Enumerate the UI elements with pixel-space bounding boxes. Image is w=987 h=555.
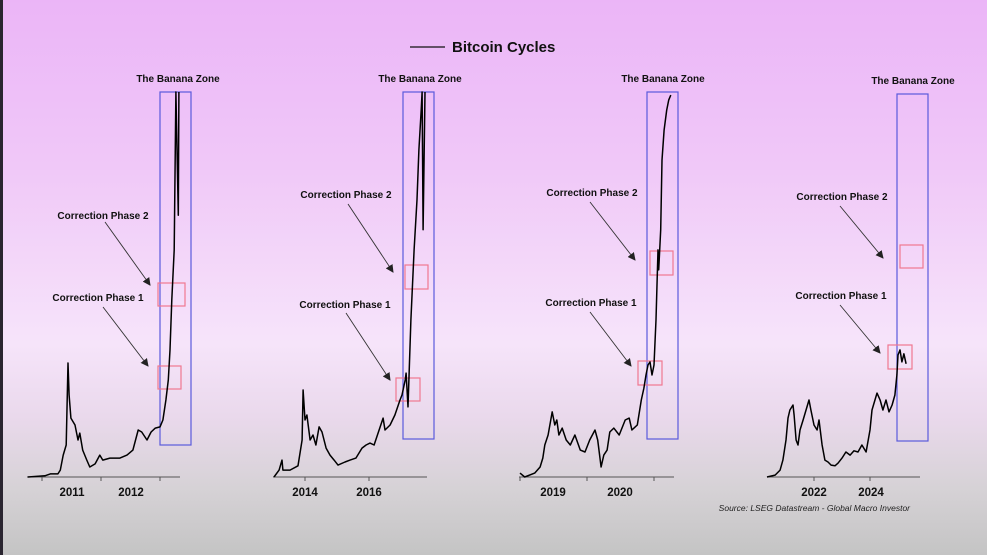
banana-zone-box — [402, 91, 435, 440]
correction-phase-1-label: Correction Phase 1 — [299, 300, 391, 311]
correction-phase-2-label: Correction Phase 2 — [546, 188, 638, 199]
bitcoin-price-line — [273, 91, 426, 478]
correction-phase-2-box — [899, 244, 924, 269]
bitcoin-price-line — [519, 94, 672, 478]
banana-zone-label: The Banana Zone — [378, 74, 462, 85]
x-tick-label: 2014 — [292, 487, 318, 499]
correction-phase-1-label: Correction Phase 1 — [795, 291, 887, 302]
correction-phase-1-box — [887, 344, 913, 370]
correction-phase-1-arrow — [345, 312, 391, 381]
source-note: Source: LSEG Datastream - Global Macro I… — [719, 503, 911, 513]
left-edge — [0, 0, 3, 555]
x-tick-label: 2019 — [540, 487, 566, 499]
x-tick-label: 2016 — [356, 487, 382, 499]
correction-phase-2-arrow — [347, 203, 394, 273]
correction-phase-1-arrow — [589, 311, 632, 367]
x-tick-label: 2012 — [118, 487, 144, 499]
correction-phase-2-box — [649, 250, 674, 276]
correction-phase-1-label: Correction Phase 1 — [52, 293, 144, 304]
banana-zone-label: The Banana Zone — [136, 74, 220, 85]
legend-label: Bitcoin Cycles — [452, 39, 555, 56]
correction-phase-2-label: Correction Phase 2 — [300, 190, 392, 201]
x-tick-label: 2020 — [607, 487, 633, 499]
correction-phase-2-label: Correction Phase 2 — [796, 192, 888, 203]
correction-phase-2-arrow — [104, 221, 151, 286]
banana-zone-box — [896, 93, 929, 442]
correction-phase-1-arrow — [839, 304, 881, 354]
banana-zone-label: The Banana Zone — [871, 76, 955, 87]
bitcoin-price-line — [766, 349, 907, 478]
correction-phase-1-box — [637, 360, 663, 386]
x-tick-label: 2024 — [858, 487, 884, 499]
correction-phase-2-arrow — [839, 205, 884, 259]
x-tick-label: 2011 — [60, 487, 86, 499]
correction-phase-1-label: Correction Phase 1 — [545, 298, 637, 309]
correction-phase-2-box — [404, 264, 429, 290]
bitcoin-price-line — [27, 91, 180, 478]
banana-zone-label: The Banana Zone — [621, 74, 705, 85]
correction-phase-2-arrow — [589, 201, 636, 261]
banana-zone-box — [646, 91, 679, 440]
correction-phase-2-label: Correction Phase 2 — [57, 211, 149, 222]
correction-phase-1-arrow — [102, 306, 149, 367]
x-tick-label: 2022 — [801, 487, 827, 499]
